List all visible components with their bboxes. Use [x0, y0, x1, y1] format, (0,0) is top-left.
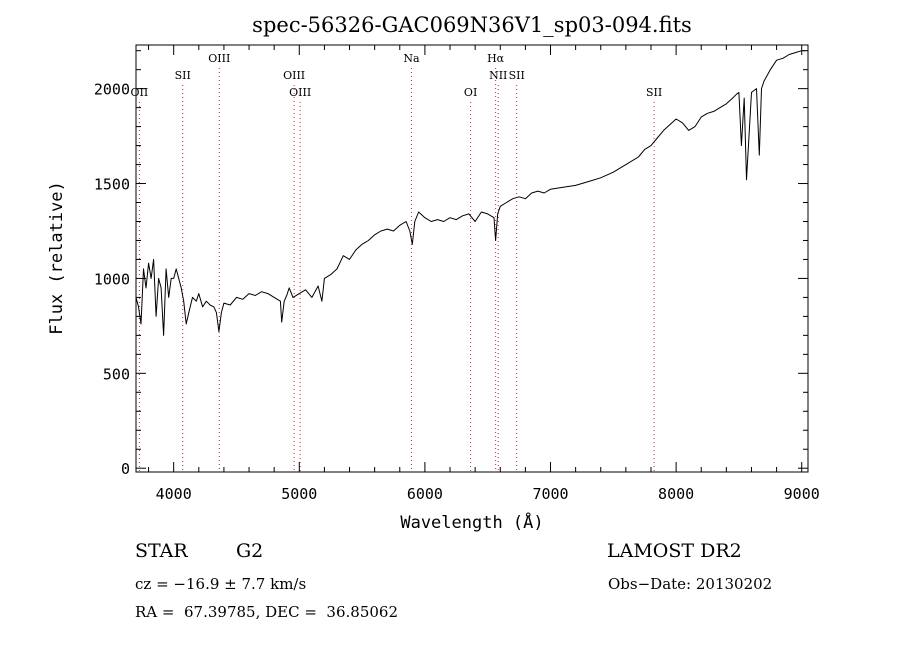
- x-tick-label: 5000: [281, 485, 317, 503]
- line-marker-label: OII: [131, 86, 149, 99]
- y-tick-label: 0: [121, 460, 130, 478]
- coordinates: RA = 67.39785, DEC = 36.85062: [135, 603, 399, 621]
- x-axis-label: Wavelength (Å): [400, 511, 543, 533]
- line-marker-label: SII: [175, 69, 191, 82]
- line-marker-label: OIII: [289, 86, 311, 99]
- survey-name: LAMOST DR2: [607, 540, 742, 562]
- object-class: STAR: [135, 540, 188, 562]
- object-subclass: G2: [236, 540, 264, 562]
- y-tick-label: 500: [103, 365, 130, 383]
- line-marker-label: Na: [403, 52, 420, 65]
- x-tick-label: 6000: [407, 485, 443, 503]
- y-tick-label: 2000: [94, 81, 130, 99]
- y-tick-label: 1500: [94, 176, 130, 194]
- chart-title: spec-56326-GAC069N36V1_sp03-094.fits: [252, 13, 692, 37]
- x-tick-label: 7000: [532, 485, 568, 503]
- spectrum-line: [135, 50, 806, 336]
- x-tick-label: 8000: [658, 485, 694, 503]
- line-marker-label: OI: [464, 86, 477, 99]
- x-tick-label: 9000: [784, 485, 820, 503]
- redshift-velocity: cz = −16.9 ± 7.7 km/s: [135, 575, 307, 593]
- plot-border: [135, 44, 809, 473]
- y-tick-label: 1000: [94, 270, 130, 288]
- y-axis-label: Flux (relative): [47, 181, 67, 335]
- observation-date: Obs−Date: 20130202: [608, 575, 773, 593]
- line-marker-label: OIII: [208, 52, 230, 65]
- line-marker-label: Hα: [487, 52, 505, 65]
- line-marker-label: SII: [509, 69, 525, 82]
- x-tick-label: 4000: [156, 485, 192, 503]
- line-marker-label: OIII: [283, 69, 305, 82]
- axis-ticks: 4000 5000 6000 7000 8000 9000 0 500 1000 1500 2000: [94, 45, 820, 503]
- plot-frame: [135, 44, 809, 473]
- line-marker-label: SII: [646, 86, 662, 99]
- spectrum-series: [135, 50, 806, 336]
- line-marker-label: NII: [489, 69, 507, 82]
